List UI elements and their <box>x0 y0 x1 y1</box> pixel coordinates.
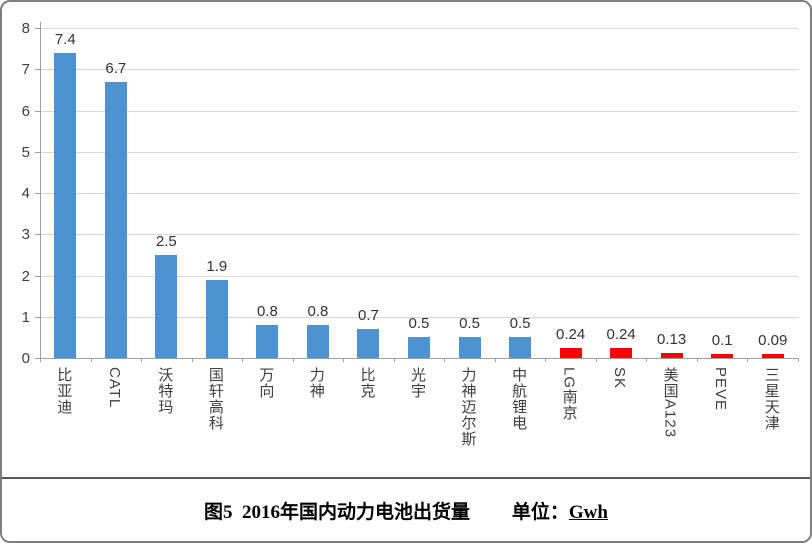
x-axis-tick <box>494 358 496 362</box>
x-axis-tick <box>343 358 345 362</box>
y-axis-tick <box>35 193 40 194</box>
bar-value-label: 6.7 <box>105 59 127 77</box>
unit-label: 单位：Gwh <box>512 502 608 523</box>
category-label: 沃特玛 <box>156 367 174 415</box>
gridline <box>40 275 798 277</box>
x-axis-tick <box>393 358 395 362</box>
bar <box>104 81 127 358</box>
x-axis-tick <box>191 358 193 362</box>
bar-value-label: 0.24 <box>555 326 586 344</box>
x-axis-tick <box>798 358 799 362</box>
category-label: 国轩高科 <box>206 367 224 431</box>
bar-value-label: 7.4 <box>54 30 76 48</box>
y-axis-tick <box>35 69 40 71</box>
y-axis-tick <box>35 234 40 236</box>
bar <box>761 354 784 358</box>
category-label: 力神迈尔斯 <box>459 367 477 447</box>
bar-value-label: 0.7 <box>358 307 379 325</box>
bar <box>306 325 329 358</box>
y-axis-label: 1 <box>21 308 30 326</box>
x-axis-tick <box>696 358 698 362</box>
y-axis-label: 6 <box>21 102 30 120</box>
bar <box>711 353 734 358</box>
gridline <box>40 69 798 71</box>
x-axis-tick <box>40 358 41 362</box>
chart-title: 图5 2016年国内动力电池出货量 单位：Gwh <box>204 497 608 524</box>
category-label: PEVE <box>712 367 730 412</box>
bar-value-label: 0.8 <box>307 303 329 320</box>
gridline <box>40 151 798 153</box>
y-axis-label: 4 <box>21 185 30 202</box>
bar-value-label: 0.1 <box>711 331 733 349</box>
gridline <box>40 316 798 318</box>
bar-value-label: 0.8 <box>256 303 278 320</box>
y-axis-label: 2 <box>21 267 30 285</box>
y-axis-label: 7 <box>21 61 30 79</box>
y-axis-tick <box>35 316 40 318</box>
category-label: CATL <box>105 367 123 409</box>
category-label: 中航锂电 <box>510 367 528 431</box>
y-axis-label: 0 <box>21 350 30 367</box>
bar-value-label: 0.5 <box>408 315 430 333</box>
y-axis-tick <box>35 151 40 153</box>
bar <box>660 352 683 358</box>
bar <box>458 337 481 358</box>
y-axis-tick <box>35 28 40 29</box>
category-label: SK <box>611 367 629 390</box>
y-axis-label: 8 <box>21 20 30 37</box>
y-axis-tick <box>35 358 40 359</box>
bar-value-label: 0.5 <box>459 315 480 333</box>
bar-value-label: 1.9 <box>206 257 228 275</box>
y-axis-tick <box>35 110 40 112</box>
category-label: 美国A123 <box>661 367 679 439</box>
bar <box>559 348 582 358</box>
y-axis-label: 5 <box>21 143 30 161</box>
chart-title-text: 图5 2016年国内动力电池出货量 <box>204 501 471 523</box>
x-axis-tick <box>444 358 446 362</box>
category-label: 三星天津 <box>762 367 780 431</box>
gridline <box>40 234 798 236</box>
y-axis-line <box>40 22 41 358</box>
gridline <box>40 193 798 194</box>
category-label: 比克 <box>358 367 376 399</box>
category-label: 万向 <box>257 367 275 399</box>
plot-area: 0 1 2 3 4 5 6 7 8 7.4 比亚迪 6.7 CATL 2.5 沃特玛 1.9 国轩高科 0.8 万向… <box>2 2 810 477</box>
bar <box>357 329 380 358</box>
category-label: 光宇 <box>409 367 426 399</box>
bar <box>155 254 178 358</box>
x-axis-tick <box>595 358 597 362</box>
bar <box>256 325 279 358</box>
x-axis-line <box>40 358 798 359</box>
bar-value-label: 2.5 <box>155 232 177 250</box>
bar <box>54 52 77 358</box>
x-axis-tick <box>646 358 648 362</box>
y-axis-tick <box>35 275 40 277</box>
x-axis-tick <box>747 358 749 362</box>
gridline <box>40 28 798 29</box>
bar-value-label: 0.13 <box>657 330 687 348</box>
x-axis-tick <box>141 358 143 362</box>
x-axis-tick <box>242 358 244 362</box>
category-label: LG南京 <box>560 367 578 422</box>
x-axis-tick <box>292 358 294 362</box>
category-label: 力神 <box>307 367 325 399</box>
bar <box>509 337 532 358</box>
bar-value-label: 0.24 <box>606 326 636 344</box>
category-label: 比亚迪 <box>55 367 73 415</box>
bar <box>610 348 633 358</box>
chart-caption-bar: 图5 2016年国内动力电池出货量 单位：Gwh <box>2 477 810 541</box>
bar <box>408 337 430 358</box>
y-axis-label: 3 <box>21 226 30 244</box>
unit-label-text: 单位： <box>511 501 569 523</box>
bar-value-label: 0.5 <box>509 315 531 333</box>
unit-value: Gwh <box>568 501 608 523</box>
x-axis-tick <box>90 358 92 362</box>
x-axis-tick <box>545 358 547 362</box>
gridline <box>40 110 798 112</box>
bar-value-label: 0.09 <box>758 332 788 350</box>
bar <box>205 279 228 358</box>
